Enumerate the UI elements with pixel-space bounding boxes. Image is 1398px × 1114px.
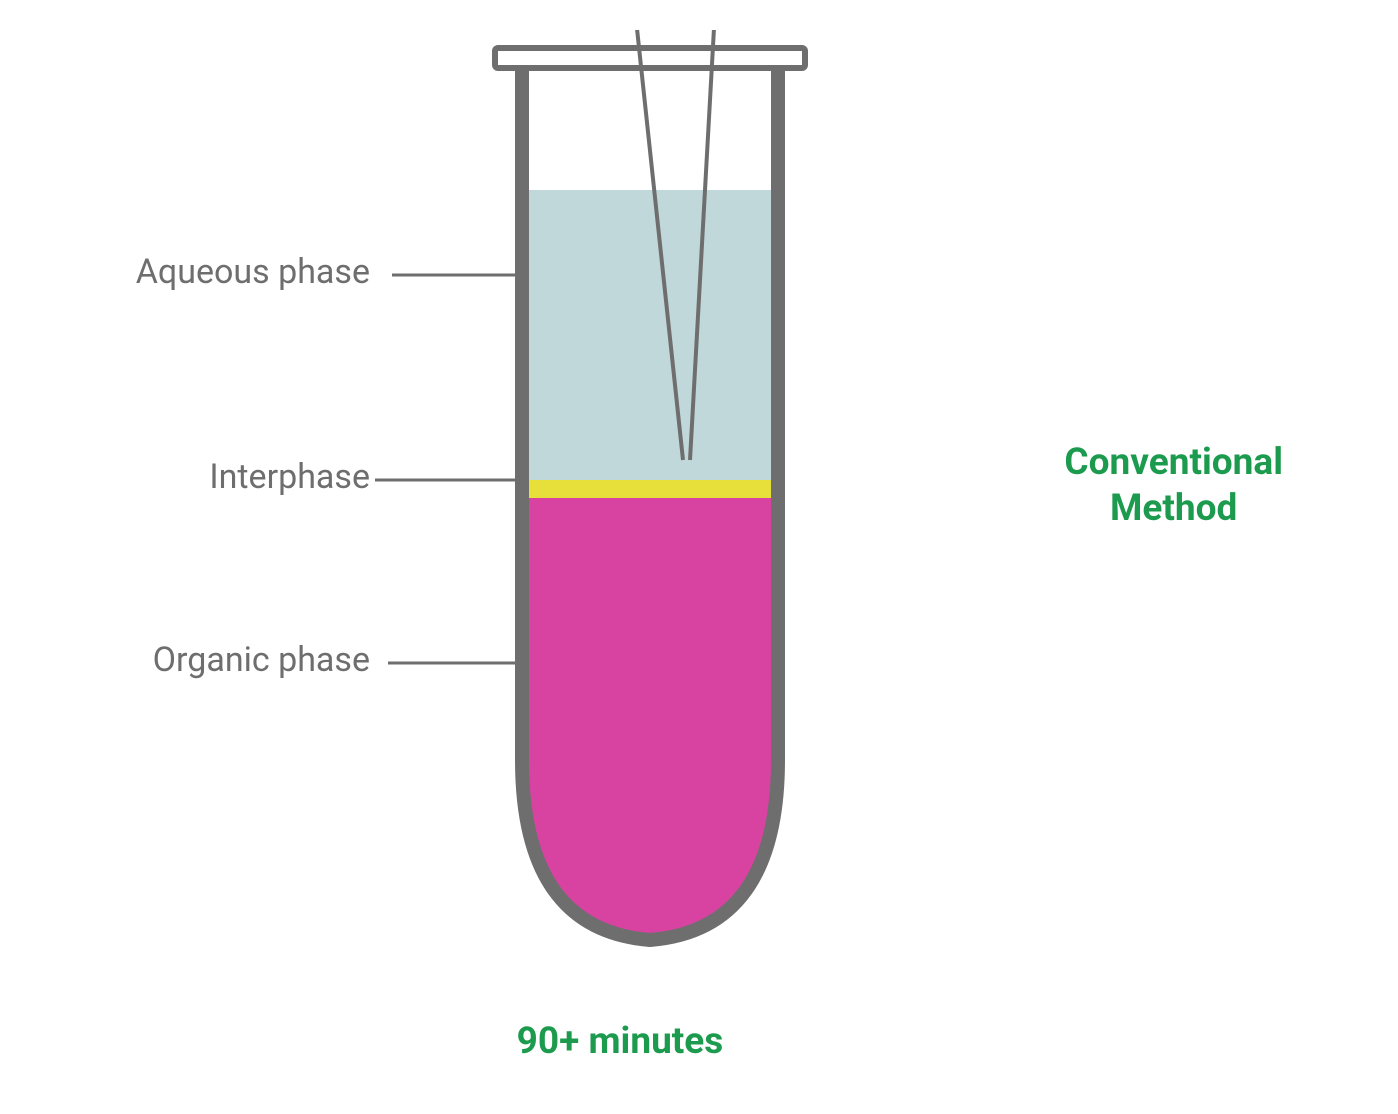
interphase-label: Interphase [70,457,370,497]
method-line2: Method [1110,487,1237,530]
interphase-fill [515,480,785,498]
method-line1: Conventional [1064,441,1283,484]
aqueous-label: Aqueous phase [70,252,370,292]
tube-cap [495,48,805,68]
phase-separation-diagram: Aqueous phase Interphase Organic phase C… [0,0,1398,1114]
time-label: 90+ minutes [430,1020,810,1063]
organic-label: Organic phase [70,640,370,680]
test-tube [490,30,810,980]
aqueous-phase-fill [515,190,785,480]
method-label: Conventional Method [1064,440,1283,533]
